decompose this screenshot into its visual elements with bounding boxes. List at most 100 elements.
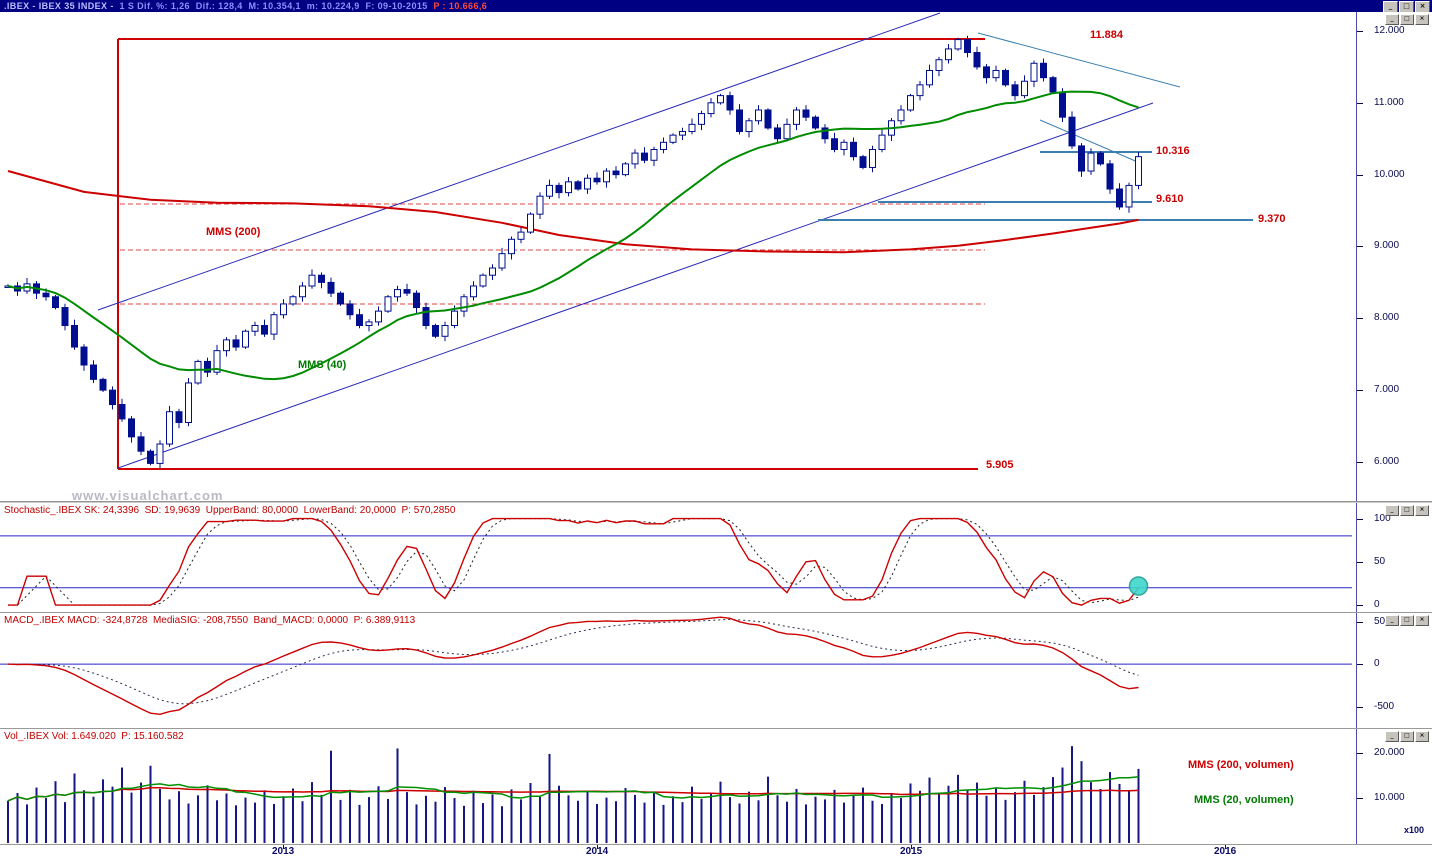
axis-tick	[1357, 102, 1363, 104]
mms40-label: MMS (40)	[298, 359, 347, 371]
year-label: 2013	[272, 846, 295, 857]
axis-tick	[1357, 752, 1363, 754]
stoch-close-button[interactable]: ×	[1415, 505, 1429, 516]
axis-tick	[1357, 621, 1363, 623]
axis-label: -500	[1374, 700, 1395, 712]
titlebar-controls: _ □ ×	[1383, 1, 1430, 13]
vol-close-button[interactable]: ×	[1415, 731, 1429, 742]
mms200-line	[7, 170, 1139, 254]
axis-label: 500	[1374, 615, 1391, 627]
stoch-minimize-button[interactable]: _	[1385, 505, 1399, 516]
volume-axis[interactable]: 20.000 10.000	[1356, 729, 1432, 844]
chart-restore-button[interactable]: □	[1400, 14, 1414, 25]
vol-minimize-button[interactable]: _	[1385, 731, 1399, 742]
last-price: P : 10.666,6	[433, 1, 488, 11]
level-label-11884: 11.884	[1090, 29, 1124, 41]
stochastic-header: Stochastic_.IBEX SK: 24,3396 SD: 19,9639…	[4, 505, 456, 516]
year-label: 2015	[900, 846, 923, 857]
axis-label: 0	[1374, 658, 1380, 670]
price-chart-canvas[interactable]	[0, 12, 1356, 501]
macd-header: MACD_.IBEX MACD: -324,8728 MediaSIG: -20…	[4, 615, 416, 626]
symbol-title: .IBEX - IBEX 35 INDEX -	[4, 1, 117, 11]
macd-panel: MACD_.IBEX MACD: -324,8728 MediaSIG: -20…	[0, 613, 1432, 728]
macd-signal-line	[7, 618, 1139, 705]
year-label: 2014	[586, 846, 609, 857]
axis-label: 6.000	[1374, 455, 1400, 467]
level-label-10316: 10.316	[1156, 145, 1190, 157]
mms200-label: MMS (200)	[206, 226, 261, 238]
candlestick-series	[4, 35, 1142, 469]
price-chart-panel: 12.000 11.000 10.000 9.000 8.000 7.000 6.000 _…	[0, 12, 1432, 503]
chart-close-button[interactable]: ×	[1415, 14, 1429, 25]
macd-restore-button[interactable]: □	[1400, 615, 1414, 626]
volume-mms20-label: MMS (20, volumen)	[1194, 794, 1294, 806]
panel-resize-handle[interactable]	[0, 728, 1432, 729]
volume-mms200-label: MMS (200, volumen)	[1188, 759, 1294, 771]
volume-window-controls: _ □ ×	[1385, 731, 1429, 742]
price-axis[interactable]: 12.000 11.000 10.000 9.000 8.000 7.000 6.000	[1356, 12, 1432, 501]
titlebar-text: .IBEX - IBEX 35 INDEX - 1 S Dif. %: 1,26…	[4, 1, 487, 11]
stochastic-panel: Stochastic_.IBEX SK: 24,3396 SD: 19,9639…	[0, 503, 1432, 612]
volume-canvas[interactable]	[0, 729, 1356, 844]
chart-minimize-button[interactable]: _	[1385, 14, 1399, 25]
volume-scale-note: x100	[1404, 825, 1425, 835]
axis-label: 10.000	[1374, 792, 1405, 804]
quote-info: 1 S Dif. %: 1,26 Dif.: 128,4 M: 10.354,1…	[116, 1, 434, 11]
stochastic-sd-line	[8, 518, 1139, 606]
macd-line	[7, 616, 1139, 716]
axis-tick	[1357, 798, 1363, 800]
level-label-5905: 5.905	[986, 459, 1014, 471]
axis-tick	[1357, 30, 1363, 32]
visualchart-watermark: www.visualchart.com	[72, 488, 224, 503]
time-axis[interactable]: 2013 2014 2015 2016	[0, 845, 1432, 857]
stochastic-canvas[interactable]	[0, 503, 1356, 612]
axis-label: 20.000	[1374, 746, 1405, 758]
macd-minimize-button[interactable]: _	[1385, 615, 1399, 626]
axis-label: 12.000	[1374, 24, 1405, 36]
trend-drawings	[97, 12, 1253, 470]
axis-tick	[1357, 246, 1363, 248]
level-label-9610: 9.610	[1156, 193, 1184, 205]
macd-window-controls: _ □ ×	[1385, 615, 1429, 626]
axis-tick	[1357, 706, 1363, 708]
volume-header: Vol_.IBEX Vol: 1.649.020 P: 15.160.582	[4, 731, 184, 742]
level-label-9370: 9.370	[1258, 213, 1286, 225]
axis-label: 9.000	[1374, 240, 1400, 252]
panel-resize-handle[interactable]	[0, 501, 1432, 503]
restore-button[interactable]: □	[1399, 1, 1414, 13]
panel-resize-handle[interactable]	[0, 844, 1432, 845]
axis-tick	[1357, 561, 1363, 563]
axis-tick	[1357, 461, 1363, 463]
year-tick	[283, 845, 284, 849]
stochastic-sk-line	[8, 517, 1140, 606]
axis-label: 100	[1374, 512, 1391, 524]
axis-tick	[1357, 664, 1363, 666]
chart-window-controls: _ □ ×	[1385, 14, 1429, 25]
year-tick	[911, 845, 912, 849]
axis-label: 8.000	[1374, 312, 1400, 324]
axis-label: 11.000	[1374, 96, 1404, 108]
highlight-circle	[1128, 576, 1149, 596]
title-bar: .IBEX - IBEX 35 INDEX - 1 S Dif. %: 1,26…	[0, 0, 1432, 13]
stochastic-axis[interactable]: 100 50 0	[1356, 503, 1432, 612]
vol-restore-button[interactable]: □	[1400, 731, 1414, 742]
year-tick	[1225, 845, 1226, 849]
axis-tick	[1357, 605, 1363, 607]
axis-tick	[1357, 174, 1363, 176]
axis-label: 7.000	[1374, 384, 1400, 396]
panel-resize-handle[interactable]	[0, 612, 1432, 613]
volume-bars	[7, 746, 1140, 843]
mms40-line	[7, 90, 1139, 381]
macd-close-button[interactable]: ×	[1415, 615, 1429, 626]
macd-canvas[interactable]	[0, 613, 1356, 728]
axis-label: 50	[1374, 555, 1386, 567]
axis-label: 10.000	[1374, 168, 1405, 180]
stochastic-bands	[0, 535, 1352, 589]
volume-panel: Vol_.IBEX Vol: 1.649.020 P: 15.160.582 2…	[0, 729, 1432, 844]
macd-axis[interactable]: 500 0 -500	[1356, 613, 1432, 728]
axis-tick	[1357, 390, 1363, 392]
stoch-restore-button[interactable]: □	[1400, 505, 1414, 516]
year-label: 2016	[1214, 846, 1237, 857]
volume-mms20-line	[7, 776, 1139, 802]
